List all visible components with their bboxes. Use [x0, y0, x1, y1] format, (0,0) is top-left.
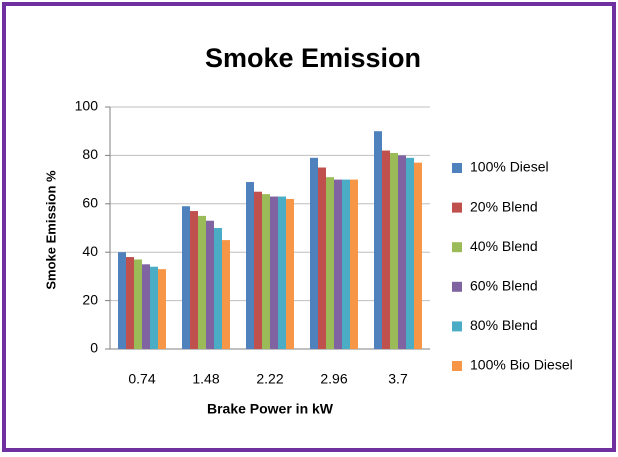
bar: [198, 215, 206, 349]
bar: [158, 269, 166, 349]
x-tick-label: 2.22: [256, 371, 283, 387]
y-axis-label: Smoke Emission %: [43, 170, 58, 290]
y-tick-label: 80: [82, 146, 98, 162]
chart-title: Smoke Emission: [205, 43, 421, 73]
x-axis-label: Brake Power in kW: [207, 401, 334, 417]
y-tick-label: 40: [82, 243, 98, 259]
bar: [350, 179, 358, 349]
legend-swatch: [452, 321, 462, 332]
bar: [126, 257, 134, 349]
legend-label: 60% Blend: [470, 278, 538, 294]
legend-swatch: [452, 281, 462, 292]
bar: [382, 150, 390, 349]
bar: [406, 157, 414, 349]
y-tick-label: 20: [82, 291, 98, 307]
x-tick-label: 0.74: [128, 371, 155, 387]
bar: [206, 220, 214, 349]
y-tick-label: 60: [82, 195, 98, 211]
bar: [270, 196, 278, 349]
bar: [414, 162, 422, 349]
bar: [310, 157, 318, 349]
bar: [318, 167, 326, 349]
legend-label: 100% Diesel: [470, 159, 549, 175]
bar: [118, 252, 126, 349]
legend-swatch: [452, 361, 462, 371]
bar: [134, 259, 142, 349]
bar: [150, 266, 158, 349]
legend-swatch: [452, 242, 462, 253]
frame: [2, 2, 616, 452]
x-tick-label: 1.48: [192, 371, 219, 387]
bar: [142, 264, 150, 349]
bar: [334, 179, 342, 349]
bar: [398, 155, 406, 349]
bar: [222, 240, 230, 349]
x-tick-label: 2.96: [320, 371, 347, 387]
legend-label: 80% Blend: [470, 317, 538, 333]
bar: [254, 191, 262, 349]
legend-label: 40% Blend: [470, 238, 538, 254]
bar: [342, 179, 350, 349]
bar: [246, 182, 254, 349]
bar: [390, 152, 398, 349]
bar: [190, 211, 198, 349]
bar: [326, 177, 334, 349]
bar: [214, 228, 222, 349]
bar: [278, 196, 286, 349]
y-tick-label: 0: [90, 340, 98, 356]
legend-swatch: [452, 202, 462, 213]
bar: [262, 194, 270, 349]
legend-label: 100% Bio Diesel: [470, 357, 573, 373]
bar: [286, 198, 294, 349]
bar: [374, 131, 382, 349]
x-tick-label: 3.7: [388, 371, 408, 387]
legend-swatch: [452, 163, 462, 173]
y-tick-label: 100: [75, 98, 99, 114]
bar: [182, 206, 190, 349]
legend-label: 20% Blend: [470, 198, 538, 214]
